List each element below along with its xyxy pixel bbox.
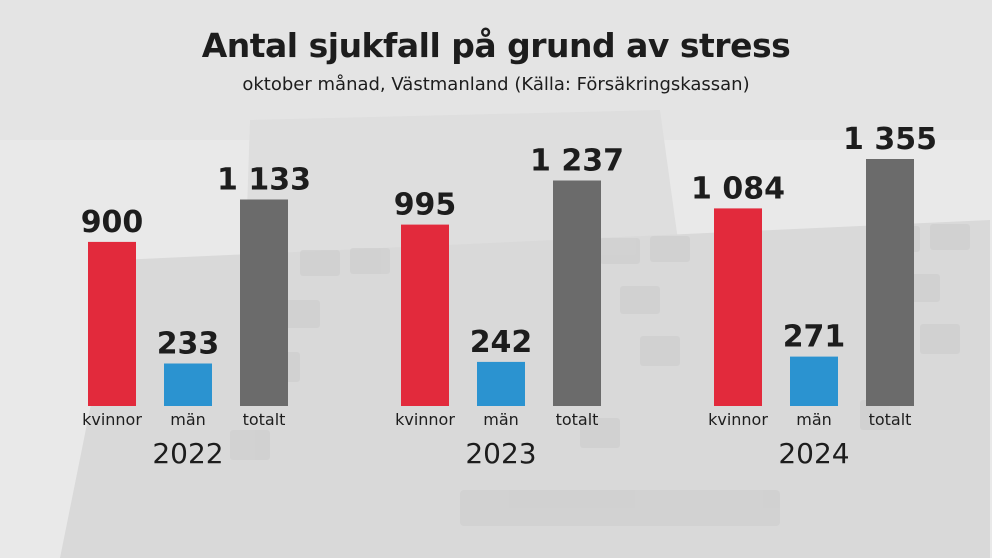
year-label-2023: 2023 <box>465 437 536 470</box>
category-label-2023-man: män <box>483 410 519 429</box>
value-label-2022-kvinnor: 900 <box>81 205 144 240</box>
value-label-2022-man: 233 <box>157 327 220 362</box>
bar-2022-kvinnor <box>88 241 136 406</box>
category-label-2023-totalt: totalt <box>556 410 599 429</box>
year-label-2024: 2024 <box>778 437 849 470</box>
bar-2024-totalt <box>866 159 914 406</box>
category-label-2022-kvinnor: kvinnor <box>82 410 142 429</box>
chart-subtitle: oktober månad, Västmanland (Källa: Försä… <box>242 74 750 95</box>
category-label-2023-kvinnor: kvinnor <box>395 410 455 429</box>
category-label-2022-totalt: totalt <box>243 410 286 429</box>
value-label-2024-totalt: 1 355 <box>843 122 937 157</box>
category-label-2022-man: män <box>170 410 206 429</box>
value-label-2022-totalt: 1 133 <box>217 163 311 198</box>
category-label-2024-totalt: totalt <box>869 410 912 429</box>
bar-2024-kvinnor <box>714 208 762 406</box>
value-label-2024-man: 271 <box>783 320 846 355</box>
value-label-2023-kvinnor: 995 <box>394 188 457 223</box>
value-label-2024-kvinnor: 1 084 <box>691 171 785 206</box>
chart-title: Antal sjukfall på grund av stress <box>201 26 791 65</box>
value-label-2023-totalt: 1 237 <box>530 144 624 179</box>
bar-2024-man <box>790 356 838 406</box>
bar-2023-totalt <box>553 180 601 406</box>
bar-2023-kvinnor <box>401 224 449 406</box>
category-label-2024-man: män <box>796 410 832 429</box>
bar-2022-man <box>164 363 212 406</box>
bar-2022-totalt <box>240 199 288 406</box>
year-label-2022: 2022 <box>152 437 223 470</box>
category-label-2024-kvinnor: kvinnor <box>708 410 768 429</box>
value-label-2023-man: 242 <box>470 325 533 360</box>
bar-2023-man <box>477 361 525 406</box>
